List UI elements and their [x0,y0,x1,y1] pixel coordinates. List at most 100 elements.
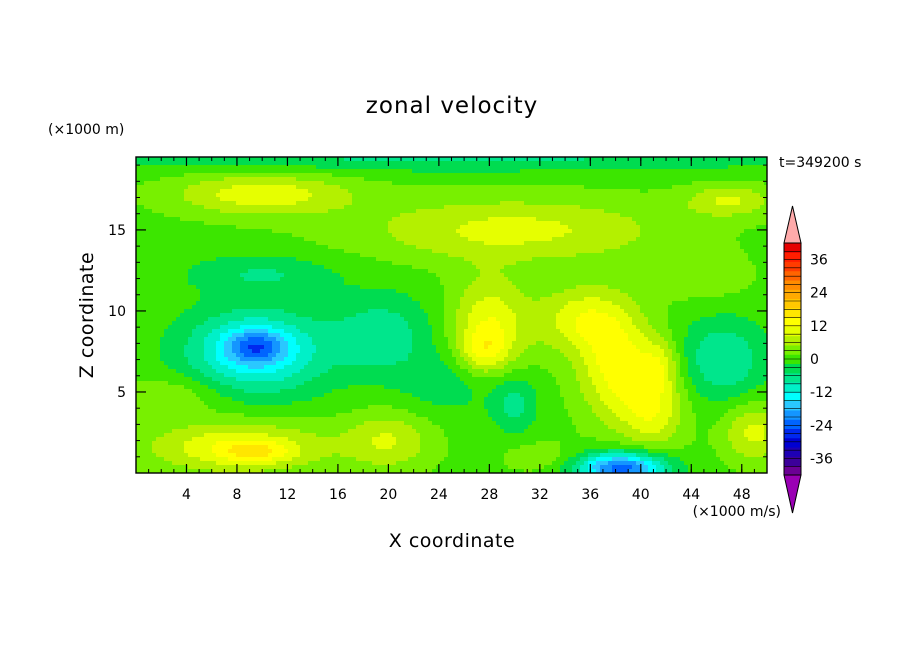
field-cell [436,201,441,206]
field-cell [608,177,613,182]
field-cell [348,253,353,258]
field-cell [752,173,757,178]
field-cell [244,281,249,286]
field-cell [672,189,677,194]
field-cell [612,177,617,182]
field-cell [368,221,373,226]
field-cell [396,281,401,286]
field-cell [560,193,565,198]
field-cell [320,213,325,218]
field-cell [396,165,401,170]
field-cell [340,277,345,282]
field-cell [472,201,477,206]
field-cell [752,241,757,246]
field-cell [356,217,361,222]
field-cell [364,185,369,190]
field-cell [300,249,305,254]
field-cell [540,193,545,198]
field-cell [340,205,345,210]
field-cell [740,185,745,190]
field-cell [136,221,141,226]
field-cell [464,265,469,270]
field-cell [284,201,289,206]
field-cell [484,261,489,266]
field-cell [400,209,405,214]
field-cell [508,201,513,206]
field-cell [476,281,481,286]
field-cell [440,169,445,174]
field-cell [464,225,469,230]
field-cell [236,281,241,286]
field-cell [356,237,361,242]
field-cell [700,225,705,230]
field-cell [688,253,693,258]
field-cell [764,181,767,186]
field-cell [540,237,545,242]
field-cell [496,185,501,190]
field-cell [452,177,457,182]
field-cell [332,241,337,246]
field-cell [256,161,261,166]
field-cell [276,169,281,174]
field-cell [292,173,297,178]
field-cell [648,157,653,162]
field-cell [700,169,705,174]
field-cell [192,221,197,226]
field-cell [136,273,141,278]
field-cell [240,193,245,198]
field-cell [764,217,767,222]
field-cell [724,221,729,226]
field-cell [408,229,413,234]
field-cell [492,165,497,170]
field-cell [376,281,381,286]
field-cell [356,201,361,206]
field-cell [448,245,453,250]
field-cell [560,217,565,222]
field-cell [384,209,389,214]
field-cell [564,245,569,250]
field-cell [492,225,497,230]
field-cell [472,213,477,218]
field-cell [588,213,593,218]
field-cell [572,257,577,262]
field-cell [416,213,421,218]
field-cell [760,181,765,186]
field-cell [400,201,405,206]
field-cell [564,185,569,190]
field-cell [284,185,289,190]
field-cell [280,209,285,214]
field-cell [616,177,621,182]
field-cell [752,257,757,262]
field-cell [400,245,405,250]
field-cell [492,241,497,246]
field-cell [628,237,633,242]
field-cell [292,257,297,262]
field-cell [592,229,597,234]
field-cell [516,169,521,174]
field-cell [636,197,641,202]
field-cell [764,185,767,190]
field-cell [552,213,557,218]
field-cell [624,245,629,250]
field-cell [584,185,589,190]
field-cell [440,249,445,254]
field-cell [156,221,161,226]
field-cell [588,169,593,174]
field-cell [708,189,713,194]
field-cell [656,209,661,214]
field-cell [392,177,397,182]
field-cell [144,201,149,206]
field-cell [428,241,433,246]
field-cell [472,253,477,258]
field-cell [220,169,225,174]
field-cell [572,181,577,186]
field-cell [732,221,737,226]
field-cell [224,169,229,174]
field-cell [680,213,685,218]
field-cell [536,165,541,170]
field-cell [296,277,301,282]
field-cell [332,169,337,174]
field-cell [744,261,749,266]
field-cell [316,181,321,186]
field-cell [644,225,649,230]
